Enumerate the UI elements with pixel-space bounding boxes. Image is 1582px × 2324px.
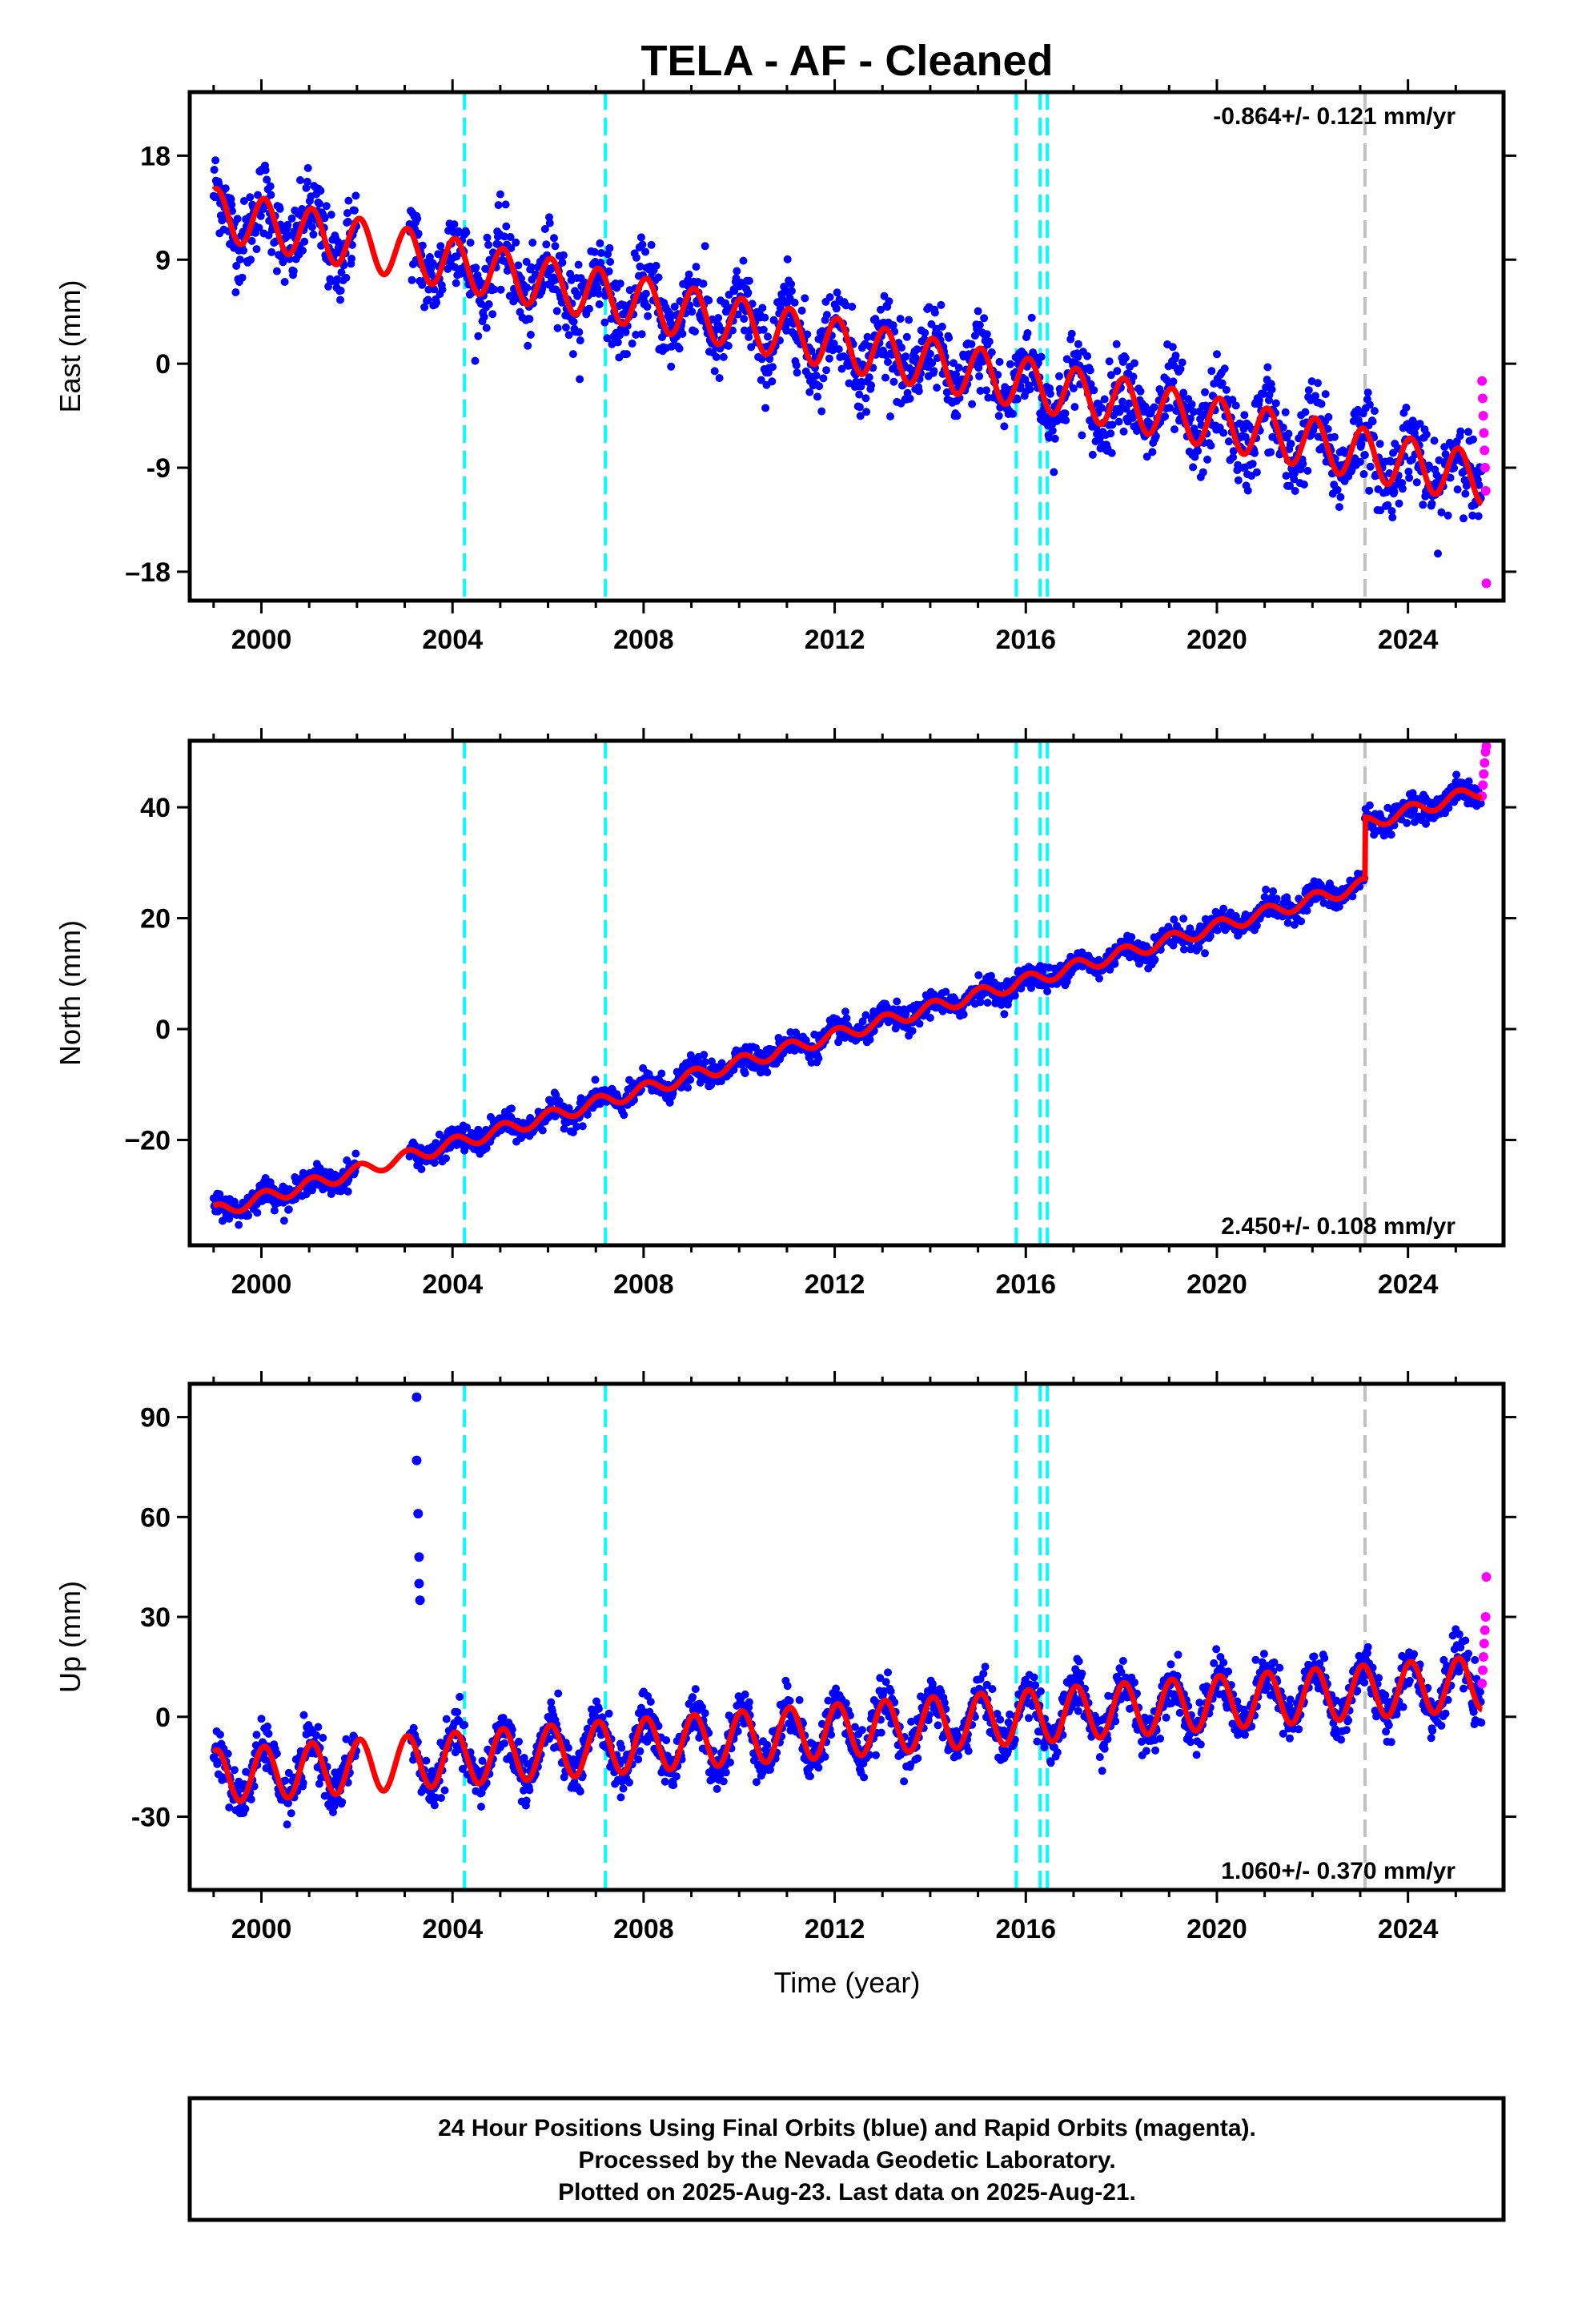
up-y-axis-title: Up (mm) — [54, 1581, 86, 1693]
final-orbit-series — [209, 156, 1486, 558]
x-tick-label: 2008 — [613, 1914, 674, 1944]
outlier-point — [414, 1552, 424, 1562]
y-tick-label: 18 — [140, 141, 171, 171]
footer-frame — [187, 2096, 1506, 2222]
north-plot-frame — [187, 738, 1506, 1248]
y-tick-label: −20 — [124, 1125, 171, 1156]
x-tick-label: 2024 — [1378, 1269, 1439, 1300]
rapid-orbit-point — [1481, 741, 1492, 751]
x-tick-label: 2016 — [995, 1269, 1056, 1300]
y-tick-label: 40 — [140, 793, 171, 823]
up-model-fit-line — [211, 1655, 1484, 1804]
x-tick-label: 2012 — [805, 625, 865, 655]
rapid-orbit-point — [1479, 428, 1489, 438]
outlier-point — [415, 1595, 425, 1606]
x-tick-label: 2016 — [995, 625, 1056, 655]
final-orbit-series — [209, 770, 1486, 1229]
rapid-orbit-point — [1479, 1638, 1489, 1649]
north-event-lines — [463, 741, 1367, 1245]
x-tick-label: 2012 — [805, 1914, 865, 1944]
rapid-orbit-point — [1478, 1651, 1488, 1662]
y-tick-label: 20 — [140, 904, 171, 935]
footer-line-1: 24 Hour Positions Using Final Orbits (bl… — [438, 2115, 1256, 2141]
outlier-point — [413, 1509, 424, 1519]
rapid-orbit-point — [1477, 1679, 1488, 1689]
rapid-orbit-point — [1481, 1572, 1492, 1582]
x-tick-label: 2024 — [1378, 1914, 1439, 1944]
x-tick-label: 2020 — [1186, 1269, 1247, 1300]
east-y-axis-title: East (mm) — [54, 280, 86, 413]
x-tick-label: 2008 — [613, 625, 674, 655]
x-tick-label: 2004 — [422, 625, 483, 655]
rapid-orbit-point — [1480, 445, 1490, 456]
outlier-point — [412, 1455, 422, 1466]
footer-line-3: Plotted on 2025-Aug-23. Last data on 202… — [558, 2179, 1136, 2205]
y-tick-label: 0 — [155, 1703, 171, 1733]
outlier-point — [412, 1392, 422, 1402]
y-tick-label: 0 — [155, 1015, 171, 1045]
east-model-fit-line — [211, 186, 1484, 507]
y-tick-label: 9 — [155, 245, 171, 275]
x-tick-label: 2020 — [1186, 1914, 1247, 1944]
x-tick-label: 2004 — [422, 1914, 483, 1944]
footer-line-2: Processed by the Nevada Geodetic Laborat… — [578, 2147, 1115, 2173]
east-plot-frame — [187, 90, 1506, 603]
rapid-orbit-point — [1479, 769, 1489, 779]
east-final-orbit-points — [209, 156, 1492, 589]
y-tick-label: -9 — [147, 453, 171, 484]
rapid-orbit-point — [1480, 1612, 1491, 1622]
east-velocity-label: -0.864+/- 0.121 mm/yr — [1213, 103, 1456, 130]
y-tick-label: 90 — [140, 1403, 171, 1433]
rapid-orbit-point — [1478, 780, 1488, 790]
panel-east: 2000 2004 2008 2012 2016 2020 2024 18 9 0 -9 –18 Eas… — [54, 79, 1516, 655]
outlier-point — [414, 1578, 424, 1589]
north-final-orbit-points — [209, 741, 1492, 1229]
x-tick-label: 2000 — [231, 1914, 292, 1944]
up-velocity-label: 1.060+/- 0.370 mm/yr — [1221, 1858, 1456, 1884]
x-tick-label: 2024 — [1378, 625, 1439, 655]
rapid-orbit-point — [1477, 393, 1488, 404]
north-y-axis-title: North (mm) — [54, 920, 86, 1066]
x-tick-label: 2008 — [613, 1269, 674, 1300]
y-tick-label: 30 — [140, 1602, 171, 1633]
y-tick-label: –18 — [125, 557, 171, 588]
x-tick-label: 2000 — [231, 1269, 292, 1300]
rapid-orbit-point — [1481, 578, 1492, 589]
y-tick-label: 60 — [140, 1502, 171, 1533]
chart-title: TELA - AF - Cleaned — [640, 37, 1053, 85]
rapid-orbit-point — [1480, 758, 1490, 768]
panel-north: 2000 2004 2008 2012 2016 2020 2024 40 20 0 −20 Nort… — [54, 728, 1516, 1300]
rapid-orbit-point — [1480, 1625, 1490, 1635]
up-plot-frame — [187, 1381, 1506, 1892]
rapid-orbit-point — [1480, 485, 1491, 496]
x-axis-title: Time (year) — [774, 1966, 921, 1999]
rapid-orbit-point — [1477, 376, 1488, 386]
rapid-orbit-point — [1478, 1665, 1488, 1675]
up-final-orbit-points — [209, 1392, 1492, 1829]
x-tick-label: 2016 — [995, 1914, 1056, 1944]
rapid-orbit-point — [1478, 411, 1488, 421]
north-model-fit-line — [212, 787, 1483, 1215]
east-event-lines — [463, 92, 1367, 601]
y-tick-label: 0 — [155, 349, 171, 380]
rapid-orbit-point — [1480, 463, 1490, 473]
x-tick-label: 2000 — [231, 625, 292, 655]
x-tick-label: 2020 — [1186, 625, 1247, 655]
panel-up: 2000 2004 2008 2012 2016 2020 2024 90 60 30 0 -30 Up… — [54, 1371, 1516, 1944]
footer-box: 24 Hour Positions Using Final Orbits (bl… — [187, 2096, 1506, 2222]
up-event-lines — [463, 1384, 1367, 1890]
x-tick-label: 2004 — [422, 1269, 483, 1300]
x-tick-label: 2012 — [805, 1269, 865, 1300]
y-tick-label: -30 — [131, 1803, 171, 1833]
north-velocity-label: 2.450+/- 0.108 mm/yr — [1221, 1213, 1456, 1240]
